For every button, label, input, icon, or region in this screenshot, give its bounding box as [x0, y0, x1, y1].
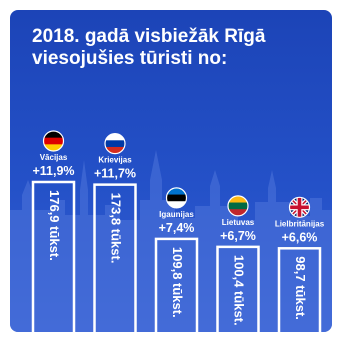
bar-lietuvas — [216, 245, 260, 332]
riga-skyline — [10, 150, 332, 332]
bar-igaunijas — [154, 237, 199, 332]
bar-vācijas — [31, 180, 76, 332]
bar-value-label: 173,8 tūkst. — [109, 193, 124, 264]
lithuania-flag-icon — [227, 195, 249, 217]
page-title: 2018. gadā visbiežāk Rīgā viesojušies tū… — [32, 26, 322, 70]
infographic-card: 2018. gadā visbiežāk Rīgā viesojušies tū… — [10, 10, 332, 332]
growth-label: +6,6% — [282, 230, 318, 244]
bar-value-label: 100,4 tūkst. — [232, 255, 247, 326]
country-label: Krievijas — [98, 156, 132, 165]
bar-krievijas — [93, 183, 137, 332]
uk-flag-icon — [288, 196, 311, 218]
country-label: Vācijas — [40, 153, 68, 162]
bar-lielbritānijas — [277, 247, 322, 332]
country-label: Igaunijas — [159, 210, 194, 219]
estonia-flag-icon — [165, 187, 188, 209]
growth-label: +7,4% — [159, 221, 195, 235]
germany-flag-icon — [42, 130, 65, 152]
bar-value-label: 109,8 tūkst. — [170, 247, 185, 318]
title-line-2: viesojušies tūristi no: — [32, 48, 228, 69]
title-line-1: 2018. gadā visbiežāk Rīgā — [32, 26, 266, 47]
tourist-bar-chart: 176,9 tūkst. +11,9% Vācijas 173,8 tūkst. +11… — [10, 130, 332, 332]
russia-flag-icon — [104, 133, 126, 155]
country-label: Lielbritānijas — [275, 219, 325, 228]
growth-label: +6,7% — [220, 229, 256, 243]
bar-value-label: 98,7 tūkst. — [293, 256, 308, 320]
growth-label: +11,9% — [32, 164, 74, 178]
bar-value-label: 176,9 tūkst. — [47, 190, 62, 261]
growth-label: +11,7% — [94, 167, 136, 181]
country-label: Lietuvas — [222, 218, 255, 227]
